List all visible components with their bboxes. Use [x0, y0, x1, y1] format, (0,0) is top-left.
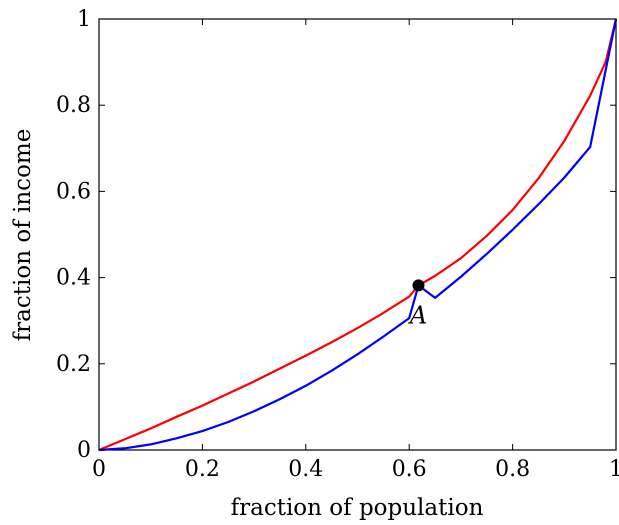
plot-frame: [98, 18, 617, 451]
y-tick-label: 0.6: [56, 179, 91, 204]
x-tick-label: 0.8: [495, 457, 530, 482]
x-axis-label: fraction of population: [231, 495, 484, 521]
y-tick-label: 0.2: [56, 352, 91, 377]
x-tick-label: 1: [609, 457, 619, 482]
series-layer: [98, 18, 618, 452]
series-line-1: [98, 18, 618, 452]
y-tick-label: 0: [77, 438, 91, 463]
y-tick-label: 0.8: [56, 93, 91, 118]
x-tick-label: 0.4: [288, 457, 323, 482]
point-layer: A: [408, 279, 427, 329]
tick-layer: 0 0.2 0.4 0.6 0.8 1 0 0.2 0.4 0.6 0.8 1: [56, 7, 619, 482]
y-axis-label: fraction of income: [10, 129, 36, 342]
series-line-2: [98, 18, 618, 452]
point-a-label: A: [408, 301, 427, 329]
x-tick-label: 0.6: [392, 457, 427, 482]
y-tick-label: 0.4: [56, 266, 91, 291]
y-tick-label: 1: [77, 7, 91, 32]
x-tick-label: 0.2: [185, 457, 220, 482]
x-tick-label: 0: [92, 457, 106, 482]
plot-area: [98, 18, 617, 451]
point-a-marker: [412, 279, 425, 292]
